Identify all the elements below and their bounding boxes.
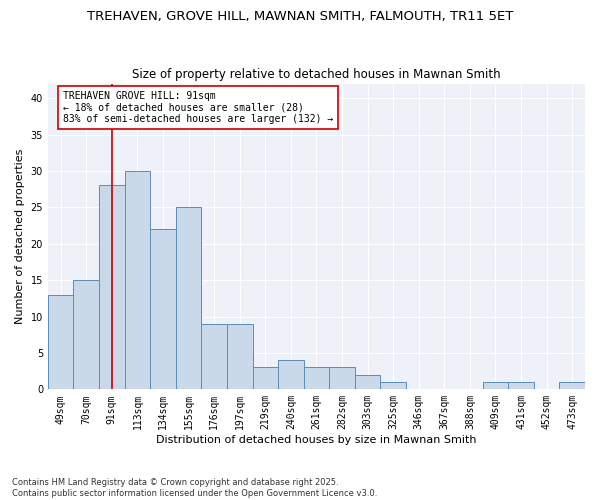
Bar bbox=[559, 382, 585, 390]
Bar bbox=[150, 229, 176, 390]
Text: TREHAVEN, GROVE HILL, MAWNAN SMITH, FALMOUTH, TR11 5ET: TREHAVEN, GROVE HILL, MAWNAN SMITH, FALM… bbox=[87, 10, 513, 23]
Bar bbox=[278, 360, 304, 390]
Bar bbox=[508, 382, 534, 390]
Bar bbox=[99, 186, 125, 390]
Bar bbox=[304, 368, 329, 390]
Bar bbox=[176, 208, 202, 390]
Bar bbox=[482, 382, 508, 390]
Text: TREHAVEN GROVE HILL: 91sqm
← 18% of detached houses are smaller (28)
83% of semi: TREHAVEN GROVE HILL: 91sqm ← 18% of deta… bbox=[63, 91, 334, 124]
Bar bbox=[380, 382, 406, 390]
X-axis label: Distribution of detached houses by size in Mawnan Smith: Distribution of detached houses by size … bbox=[156, 435, 477, 445]
Title: Size of property relative to detached houses in Mawnan Smith: Size of property relative to detached ho… bbox=[132, 68, 501, 81]
Bar bbox=[202, 324, 227, 390]
Text: Contains HM Land Registry data © Crown copyright and database right 2025.
Contai: Contains HM Land Registry data © Crown c… bbox=[12, 478, 377, 498]
Bar bbox=[227, 324, 253, 390]
Bar bbox=[48, 294, 73, 390]
Bar bbox=[329, 368, 355, 390]
Y-axis label: Number of detached properties: Number of detached properties bbox=[15, 149, 25, 324]
Bar bbox=[253, 368, 278, 390]
Bar bbox=[125, 171, 150, 390]
Bar bbox=[73, 280, 99, 390]
Bar bbox=[355, 375, 380, 390]
